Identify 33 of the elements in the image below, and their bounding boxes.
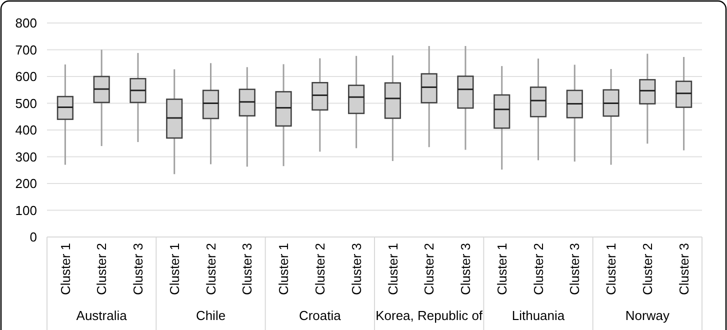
x-tick-label: Cluster 2 xyxy=(422,243,437,296)
y-tick-label: 500 xyxy=(15,96,37,111)
x-tick-label: Cluster 3 xyxy=(567,243,582,296)
y-tick-label: 300 xyxy=(15,149,37,164)
text: Chile xyxy=(196,308,226,323)
x-tick-label: Cluster 1 xyxy=(385,243,400,296)
text: Australia xyxy=(76,308,128,323)
text: Norway xyxy=(625,308,670,323)
y-tick-label: 800 xyxy=(15,16,37,31)
x-tick-label: Cluster 3 xyxy=(130,243,146,296)
text: Lithuania xyxy=(512,308,566,323)
x-tick-label: Cluster 2 xyxy=(203,243,218,296)
x-tick-label: Cluster 2 xyxy=(640,243,655,296)
y-tick-label: 0 xyxy=(30,230,37,245)
x-tick-label: Cluster 1 xyxy=(58,243,73,296)
x-tick-label: Cluster 1 xyxy=(494,243,510,296)
x-tick-label: Cluster 1 xyxy=(276,243,292,296)
y-tick-label: 100 xyxy=(15,202,37,218)
x-tick-label: Cluster 3 xyxy=(458,243,474,296)
y-tick-label: 200 xyxy=(15,176,37,192)
x-tick-label: Cluster 3 xyxy=(348,243,364,296)
y-tick-label: 700 xyxy=(15,42,37,58)
x-tick-label: Cluster 2 xyxy=(530,243,546,296)
x-tick-label: Cluster 1 xyxy=(604,243,619,296)
y-tick-label: 600 xyxy=(15,69,37,84)
x-tick-label: Cluster 3 xyxy=(240,243,255,296)
text: Croatia xyxy=(298,308,342,323)
x-tick-label: Cluster 3 xyxy=(676,243,692,296)
x-tick-label: Cluster 1 xyxy=(166,243,182,296)
y-tick-label: 400 xyxy=(15,122,37,138)
x-tick-label: Cluster 2 xyxy=(312,243,328,296)
text: Korea, Republic of xyxy=(376,308,483,323)
x-tick-label: Cluster 2 xyxy=(94,243,110,296)
